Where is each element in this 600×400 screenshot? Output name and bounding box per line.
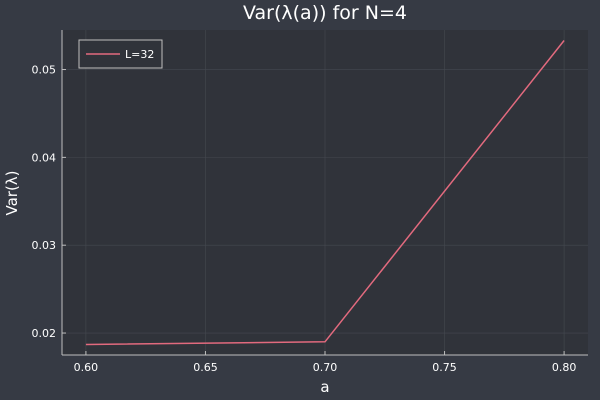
legend-box xyxy=(78,39,163,69)
y-tick-label: 0.04 xyxy=(32,151,57,164)
chart-title: Var(λ(a)) for N=4 xyxy=(243,2,407,24)
y-tick-label: 0.02 xyxy=(32,327,57,340)
x-tick-label: 0.75 xyxy=(432,361,457,374)
x-tick-label: 0.70 xyxy=(313,361,338,374)
x-axis-label: a xyxy=(320,378,329,396)
legend: L=32 xyxy=(78,39,163,69)
y-tick-label: 0.05 xyxy=(32,64,57,77)
grid xyxy=(62,30,588,355)
series-group xyxy=(85,40,565,346)
x-tick-label: 0.65 xyxy=(193,361,218,374)
x-tick-label: 0.80 xyxy=(552,361,577,374)
x-tick-label: 0.60 xyxy=(74,361,99,374)
y-axis-label: Var(λ) xyxy=(3,170,21,215)
legend-label: L=32 xyxy=(125,48,154,61)
y-tick-label: 0.03 xyxy=(32,239,57,252)
x-ticks: 0.60 0.65 0.70 0.75 0.80 xyxy=(74,351,577,374)
series-line xyxy=(85,40,565,346)
y-ticks: 0.02 0.03 0.04 0.05 xyxy=(32,64,66,340)
